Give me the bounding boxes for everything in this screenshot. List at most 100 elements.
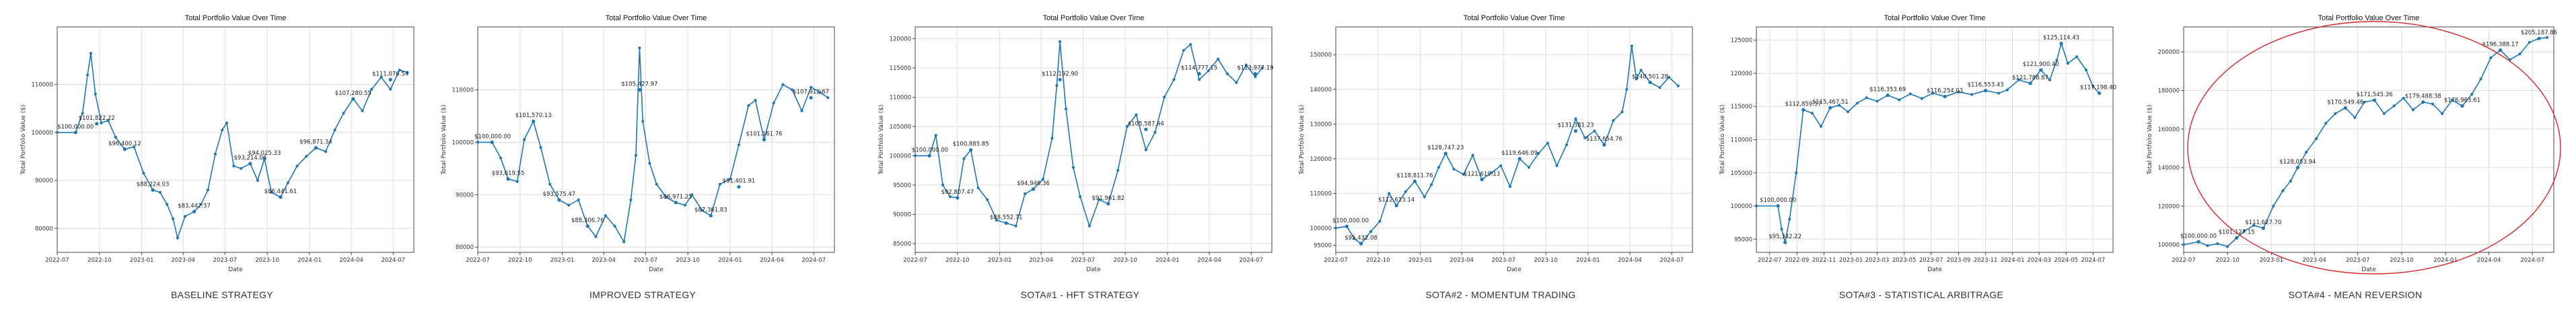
data-label: $116,553.43 (1968, 82, 2004, 89)
data-point (183, 215, 186, 218)
data-point (1135, 113, 1138, 116)
data-point (1920, 97, 1923, 100)
data-label: $93,019.55 (492, 170, 525, 177)
annotated-point (279, 195, 283, 199)
plot-frame (1335, 26, 1693, 253)
data-label: $116,353.69 (1869, 86, 1906, 93)
data-point (800, 109, 803, 112)
y-tick-label: 160000 (2158, 127, 2180, 133)
y-axis-label: Total Portfolio Value ($) (878, 104, 885, 175)
data-point (810, 85, 813, 89)
annotated-point (95, 122, 99, 126)
annotated-point (809, 96, 813, 100)
data-point (2084, 68, 2087, 72)
x-tick-label: 2023-10 (2390, 257, 2414, 264)
data-point (1404, 190, 1407, 193)
x-tick-label: 2022-07 (2172, 257, 2196, 264)
annotated-point (490, 140, 494, 144)
data-point (256, 179, 259, 182)
data-point (1593, 129, 1596, 133)
data-point (2048, 78, 2052, 81)
data-point (361, 109, 364, 112)
data-label: $93,214.06 (234, 155, 267, 162)
x-tick-label: 2023-07 (1492, 257, 1516, 264)
annotated-point (956, 196, 960, 200)
data-point (1260, 66, 1264, 69)
data-point (1378, 219, 1382, 223)
data-point (1071, 166, 1075, 169)
data-point (176, 236, 179, 240)
data-label: $86,971.25 (659, 194, 692, 201)
data-label: $125,114.43 (2043, 35, 2079, 42)
data-label: $137,654.76 (1586, 136, 1622, 143)
annotated-point (2295, 166, 2299, 170)
data-point (406, 71, 409, 74)
data-label: $94,946.36 (1017, 180, 1050, 187)
y-tick-label: 110000 (32, 82, 53, 89)
annotated-point (192, 209, 196, 214)
data-point (1837, 104, 1841, 107)
data-point (324, 150, 327, 153)
data-point (1898, 98, 1901, 102)
x-axis-label: Date (1507, 266, 1522, 273)
data-label: $92,807.47 (941, 189, 974, 196)
data-point (772, 101, 775, 105)
x-tick-label: 2023-07 (1071, 257, 1096, 264)
data-point (1430, 183, 1433, 186)
data-point (2546, 36, 2549, 39)
x-tick-label: 2023-04 (1029, 257, 1053, 264)
data-point (728, 177, 732, 180)
panel-sota2-momentum: 95000 100000 110000 120000 130000 140000 15000… (1292, 0, 1709, 321)
data-point (2334, 112, 2337, 115)
annotated-point (1776, 204, 1780, 208)
data-point (2470, 93, 2474, 96)
y-tick-label: 120000 (890, 36, 911, 42)
x-tick-label: 2023-10 (1534, 257, 1558, 264)
data-point (1014, 224, 1017, 227)
data-point (638, 46, 641, 50)
data-point (1217, 57, 1220, 61)
x-tick-label: 2023-01 (1408, 257, 1433, 264)
annotated-point (1517, 157, 1522, 161)
data-point (1639, 69, 1643, 72)
annotated-point (2499, 48, 2503, 52)
annotated-point (2098, 91, 2102, 96)
x-tick-label: 2022-07 (45, 257, 69, 264)
y-axis-label: Total Portfolio Value ($) (2147, 104, 2153, 175)
y-tick-label: 95000 (1734, 236, 1752, 243)
data-point (225, 121, 229, 124)
y-tick-label: 200000 (2158, 49, 2180, 56)
data-point (2528, 40, 2531, 44)
x-tick-label: 2023-05 (1892, 257, 1917, 264)
x-tick-label: 2024-04 (339, 257, 363, 264)
y-tick-label: 100000 (1310, 225, 1332, 232)
x-tick-label: 2024-01 (1155, 257, 1180, 264)
data-point (1635, 77, 1638, 81)
data-point (2324, 122, 2328, 125)
data-point (1079, 195, 1082, 199)
x-tick-label: 2022-09 (1785, 257, 1810, 264)
data-point (1620, 110, 1624, 114)
data-point (2252, 223, 2256, 227)
annotated-point (1828, 106, 1832, 110)
data-point (114, 135, 117, 139)
annotated-point (262, 157, 266, 161)
y-tick-label: 120000 (1310, 156, 1332, 163)
data-point (747, 104, 750, 107)
annotated-point (1886, 93, 1890, 98)
data-point (2182, 243, 2186, 246)
data-point (2066, 62, 2069, 65)
data-label: $100,000.00 (57, 124, 94, 131)
x-axis-label: Date (2361, 266, 2376, 273)
data-label: $101,822.22 (79, 115, 115, 122)
data-point (548, 182, 552, 186)
data-point (333, 129, 336, 132)
y-tick-label: 100000 (2158, 242, 2180, 249)
data-point (1788, 217, 1791, 221)
data-label: $88,224.03 (137, 181, 170, 188)
x-tick-label: 2024-01 (2001, 257, 2025, 264)
panel-sota4-mean-reversion: 100000 120000 140000 160000 180000 200000 2022… (2140, 0, 2571, 321)
data-point (1144, 148, 1147, 151)
x-tick-label: 2022-07 (1758, 257, 1782, 264)
data-point (641, 120, 645, 123)
